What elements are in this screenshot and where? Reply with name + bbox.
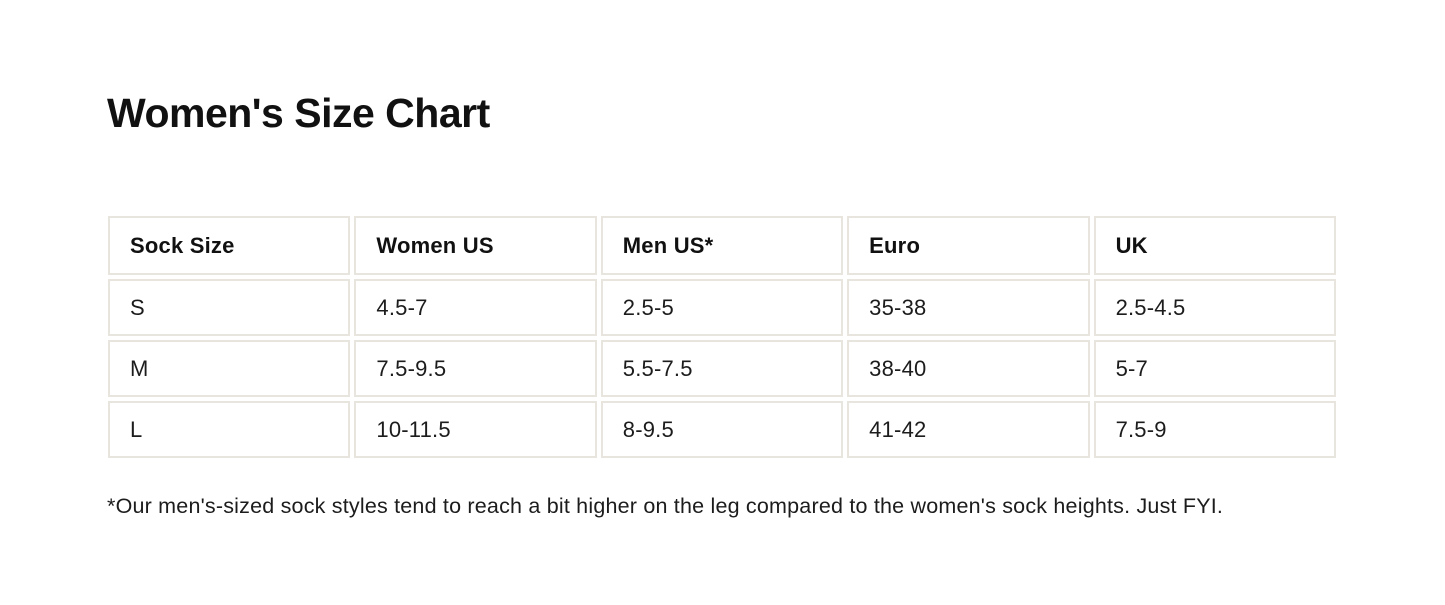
header-cell-euro: Euro	[847, 216, 1090, 275]
cell-size-label: M	[108, 340, 351, 397]
cell-euro: 35-38	[847, 279, 1090, 336]
size-chart-table: Sock Size Women US Men US* Euro UK S 4.5…	[104, 212, 1340, 462]
cell-men-us: 2.5-5	[600, 279, 844, 336]
table-row-small: S 4.5-7 2.5-5 35-38 2.5-4.5	[108, 279, 1336, 336]
cell-size-label: S	[108, 279, 351, 336]
page-title: Women's Size Chart	[107, 90, 490, 136]
table-row-medium: M 7.5-9.5 5.5-7.5 38-40 5-7	[108, 340, 1336, 397]
header-cell-sock-size: Sock Size	[108, 216, 351, 275]
header-cell-uk: UK	[1093, 216, 1336, 275]
cell-euro: 38-40	[847, 340, 1090, 397]
cell-women-us: 7.5-9.5	[354, 340, 597, 397]
cell-euro: 41-42	[847, 401, 1090, 458]
header-row: Sock Size Women US Men US* Euro UK	[108, 216, 1336, 275]
footnote: *Our men's-sized sock styles tend to rea…	[107, 494, 1224, 518]
cell-uk: 7.5-9	[1093, 401, 1336, 458]
cell-size-label: L	[108, 401, 351, 458]
cell-women-us: 10-11.5	[354, 401, 597, 458]
header-cell-men-us: Men US*	[600, 216, 844, 275]
cell-men-us: 8-9.5	[600, 401, 844, 458]
cell-women-us: 4.5-7	[354, 279, 597, 336]
table-row-large: L 10-11.5 8-9.5 41-42 7.5-9	[108, 401, 1336, 458]
header-cell-women-us: Women US	[354, 216, 597, 275]
cell-men-us: 5.5-7.5	[600, 340, 844, 397]
cell-uk: 5-7	[1093, 340, 1336, 397]
cell-uk: 2.5-4.5	[1093, 279, 1336, 336]
